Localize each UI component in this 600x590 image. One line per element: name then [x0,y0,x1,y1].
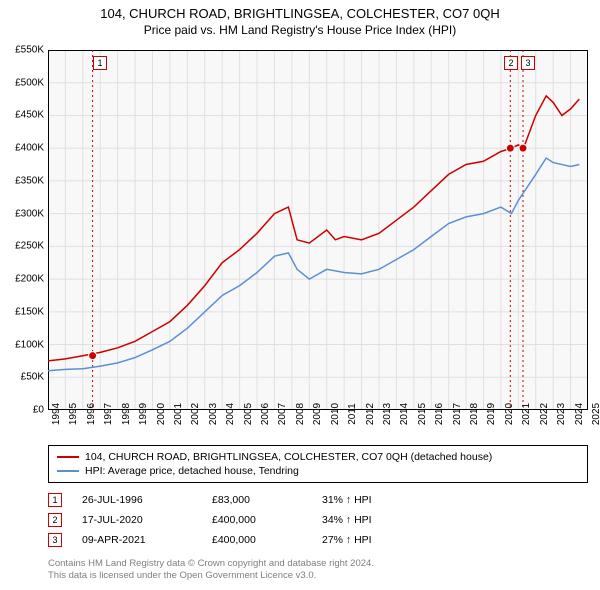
sale-marker: 1 [48,493,62,507]
chart-svg [48,50,588,410]
callout-marker: 2 [504,56,518,70]
sale-date: 26-JUL-1996 [82,494,212,506]
x-tick-label: 2015 [417,403,428,425]
sale-row: 3 09-APR-2021£400,00027% ↑ HPI [48,530,588,550]
x-tick-label: 1995 [68,403,79,425]
x-tick-label: 2019 [486,403,497,425]
x-tick-label: 1998 [121,403,132,425]
x-tick-label: 2020 [504,403,515,425]
legend-swatch [57,456,79,458]
chart-container: 104, CHURCH ROAD, BRIGHTLINGSEA, COLCHES… [0,0,600,590]
x-tick-label: 1996 [86,403,97,425]
y-tick-label: £150K [0,306,44,317]
y-tick-label: £350K [0,175,44,186]
y-tick-label: £550K [0,45,44,56]
x-tick-label: 2011 [347,403,358,425]
x-tick-label: 2025 [591,403,600,425]
legend-item: HPI: Average price, detached house, Tend… [57,464,579,478]
legend-swatch [57,470,79,472]
x-tick-label: 1999 [138,403,149,425]
y-tick-label: £300K [0,208,44,219]
footer-line2: This data is licensed under the Open Gov… [48,570,374,582]
legend-label: 104, CHURCH ROAD, BRIGHTLINGSEA, COLCHES… [85,451,492,463]
plot-area [48,50,588,410]
legend-item: 104, CHURCH ROAD, BRIGHTLINGSEA, COLCHES… [57,450,579,464]
x-tick-label: 2023 [556,403,567,425]
x-tick-label: 2017 [452,403,463,425]
x-tick-label: 2016 [434,403,445,425]
sale-marker: 2 [48,513,62,527]
sale-price: £400,000 [212,514,322,526]
callout-marker: 3 [521,56,535,70]
y-tick-label: £50K [0,372,44,383]
y-tick-label: £200K [0,274,44,285]
x-tick-label: 2014 [399,403,410,425]
x-tick-label: 2013 [382,403,393,425]
legend-label: HPI: Average price, detached house, Tend… [85,465,299,477]
x-tick-label: 1997 [103,403,114,425]
y-tick-label: £100K [0,339,44,350]
x-tick-label: 2009 [312,403,323,425]
x-tick-label: 2001 [173,403,184,425]
x-tick-label: 2003 [208,403,219,425]
x-tick-label: 2000 [156,403,167,425]
x-tick-label: 2008 [295,403,306,425]
sale-marker: 3 [48,533,62,547]
x-tick-label: 2002 [190,403,201,425]
y-tick-label: £400K [0,143,44,154]
title-block: 104, CHURCH ROAD, BRIGHTLINGSEA, COLCHES… [0,0,600,37]
x-tick-label: 2024 [574,403,585,425]
x-tick-label: 2012 [365,403,376,425]
sale-price: £83,000 [212,494,322,506]
x-tick-label: 2004 [225,403,236,425]
sale-diff: 27% ↑ HPI [322,534,422,546]
x-tick-label: 2006 [260,403,271,425]
sale-date: 09-APR-2021 [82,534,212,546]
x-tick-label: 2005 [243,403,254,425]
legend-box: 104, CHURCH ROAD, BRIGHTLINGSEA, COLCHES… [48,445,588,483]
sales-table: 1 26-JUL-1996£83,00031% ↑ HPI 2 17-JUL-2020… [48,490,588,550]
chart-title: 104, CHURCH ROAD, BRIGHTLINGSEA, COLCHES… [0,6,600,21]
sale-diff: 34% ↑ HPI [322,514,422,526]
y-tick-label: £450K [0,110,44,121]
y-tick-label: £0 [0,405,44,416]
footer-text: Contains HM Land Registry data © Crown c… [48,558,374,582]
y-tick-label: £500K [0,77,44,88]
sale-date: 17-JUL-2020 [82,514,212,526]
y-tick-label: £250K [0,241,44,252]
sale-row: 1 26-JUL-1996£83,00031% ↑ HPI [48,490,588,510]
x-tick-label: 2010 [330,403,341,425]
x-tick-label: 2007 [277,403,288,425]
chart-subtitle: Price paid vs. HM Land Registry's House … [0,23,600,37]
sale-row: 2 17-JUL-2020£400,00034% ↑ HPI [48,510,588,530]
sale-diff: 31% ↑ HPI [322,494,422,506]
x-tick-label: 2021 [521,403,532,425]
x-tick-label: 1994 [51,403,62,425]
x-tick-label: 2018 [469,403,480,425]
sale-price: £400,000 [212,534,322,546]
x-tick-label: 2022 [539,403,550,425]
callout-marker: 1 [93,56,107,70]
footer-line1: Contains HM Land Registry data © Crown c… [48,558,374,570]
